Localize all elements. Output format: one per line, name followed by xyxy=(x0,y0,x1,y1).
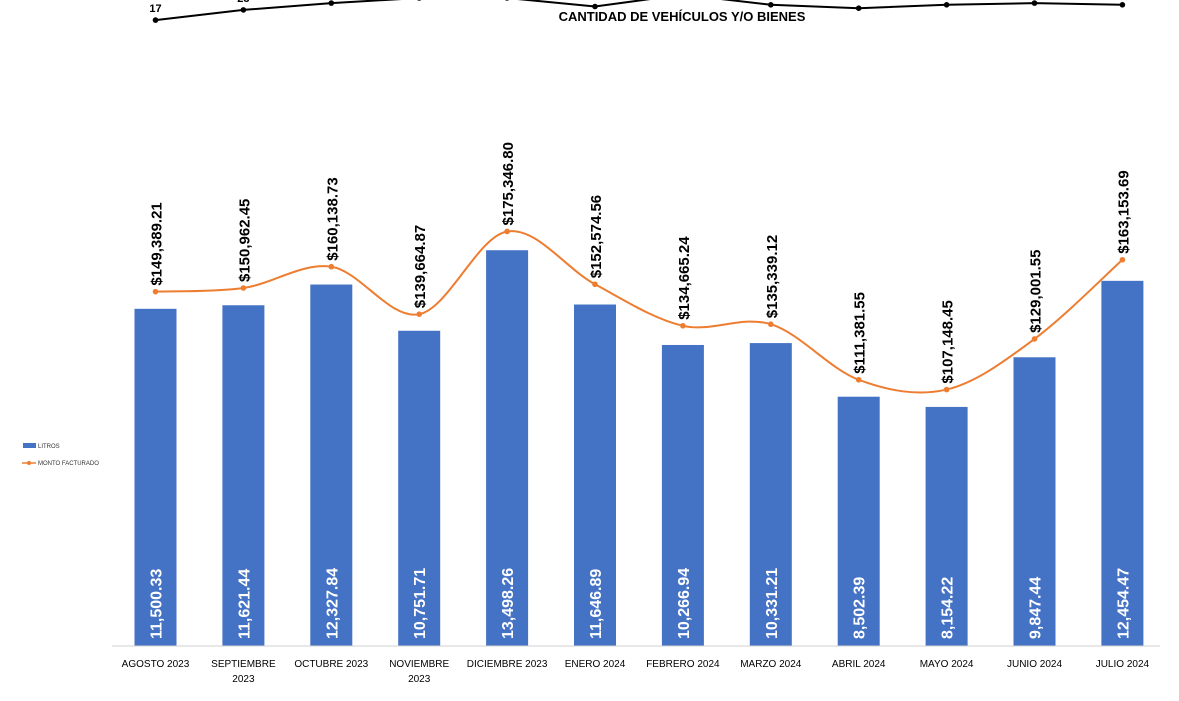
monto-facturado-label-7: $135,339.12 xyxy=(764,235,781,318)
monto-facturado-label-4: $175,346.80 xyxy=(500,142,517,225)
x-tick-label-10: JUNIO 2024 xyxy=(1007,659,1062,670)
vehicle-count-point-7 xyxy=(768,2,774,8)
x-tick-label-4: DICIEMBRE 2023 xyxy=(467,659,548,670)
monto-facturado-point-11 xyxy=(1119,256,1126,263)
bar-6 xyxy=(661,344,704,646)
monto-facturado-label-11: $163,153.69 xyxy=(1115,170,1132,253)
vehicle-count-label-0: 17 xyxy=(149,3,161,15)
bar-value-label-3: 10,751.71 xyxy=(412,568,429,639)
monto-facturado-label-9: $107,148.45 xyxy=(940,300,957,383)
bar-labels-group: 11,500.33 11,621.44 12,327.84 10,751.71 13,4… xyxy=(149,568,1133,639)
monto-facturado-label-3: $139,664.87 xyxy=(412,225,429,308)
monto-facturado-label-0: $149,389.21 xyxy=(149,202,166,285)
bar-value-label-1: 11,621.44 xyxy=(236,569,253,639)
vehicle-count-point-4 xyxy=(505,0,510,1)
monto-facturado-labels-group: $149,389.21 $150,962.45 $160,138.73 $139,66… xyxy=(149,142,1133,384)
monto-facturado-line xyxy=(155,230,1124,394)
vehicle-count-point-9 xyxy=(943,2,950,8)
vehicle-count-point-0 xyxy=(152,17,159,23)
legend: LITROS MONTO FACTURADO xyxy=(22,443,99,467)
bar-value-label-2: 12,327.84 xyxy=(324,568,341,639)
bar-value-label-9: 8,154.22 xyxy=(940,577,957,639)
vehicle-count-series: 172327303025322624262726 xyxy=(149,0,1126,23)
x-tick-label-0: AGOSTO 2023 xyxy=(122,659,190,670)
vehicle-count-point-8 xyxy=(855,5,862,11)
x-axis: AGOSTO 2023 SEPTIEMBRE 2023 OCTUBRE 2023 NOV… xyxy=(112,645,1160,685)
bar-value-label-6: 10,266.94 xyxy=(676,568,693,639)
bar-7 xyxy=(749,343,792,646)
monto-facturado-point-7 xyxy=(768,321,774,328)
legend-label-monto-facturado: MONTO FACTURADO xyxy=(38,461,99,467)
vehicle-count-point-3 xyxy=(417,0,422,1)
bar-10 xyxy=(1013,357,1056,646)
x-tick-label-1: SEPTIEMBRE xyxy=(211,659,276,670)
monto-facturado-label-5: $152,574.56 xyxy=(588,195,605,278)
x-tick-label-6: FEBRERO 2024 xyxy=(646,659,720,670)
bar-value-label-4: 13,498.26 xyxy=(500,568,517,639)
monto-facturado-point-5 xyxy=(592,281,598,288)
monto-facturado-point-3 xyxy=(416,311,423,318)
monto-facturado-label-10: $129,001.55 xyxy=(1028,250,1045,333)
x-tick-label-9: MAYO 2024 xyxy=(920,659,974,670)
monto-facturado-series xyxy=(152,228,1126,394)
chart-title: CANTIDAD DE VEHÍCULOS Y/O BIENES xyxy=(559,9,806,24)
legend-label-litros: LITROS xyxy=(38,444,60,450)
vehicle-count-point-1 xyxy=(240,7,247,13)
vehicle-count-point-5 xyxy=(592,3,598,10)
monto-facturado-point-6 xyxy=(680,322,686,329)
x-tick-label-5: ENERO 2024 xyxy=(565,659,626,670)
monto-facturado-point-9 xyxy=(943,386,950,393)
vehicle-count-point-10 xyxy=(1031,0,1038,6)
bar-2 xyxy=(310,284,353,646)
monto-facturado-point-0 xyxy=(152,288,159,295)
monto-facturado-label-8: $111,381.55 xyxy=(852,292,869,374)
bar-1 xyxy=(222,305,265,646)
bar-value-label-10: 9,847.44 xyxy=(1028,577,1045,639)
vehicle-count-label-1: 23 xyxy=(237,0,249,5)
bar-5 xyxy=(574,304,616,646)
x-tick-label-8: ABRIL 2024 xyxy=(832,659,886,670)
x-tick-label-2: OCTUBRE 2023 xyxy=(294,659,368,670)
bar-4 xyxy=(486,250,529,646)
bar-value-label-5: 11,646.89 xyxy=(588,569,605,639)
vehicle-count-label-8: 24 xyxy=(853,0,866,3)
monto-facturado-point-2 xyxy=(328,263,335,270)
monto-facturado-label-1: $150,962.45 xyxy=(236,199,253,282)
x-tick-label-7: MARZO 2024 xyxy=(740,659,802,670)
bar-value-label-7: 10,331.21 xyxy=(764,568,781,639)
bar-value-label-0: 11,500.33 xyxy=(149,569,166,639)
vehicle-count-point-11 xyxy=(1119,2,1126,8)
monto-facturado-label-6: $134,665.24 xyxy=(676,236,693,320)
vehicle-count-point-2 xyxy=(328,0,335,6)
bar-0 xyxy=(134,308,177,646)
legend-swatch-litros xyxy=(23,443,36,448)
monto-facturado-label-2: $160,138.73 xyxy=(324,177,341,260)
bar-9 xyxy=(925,406,968,646)
monto-facturado-point-8 xyxy=(855,376,862,383)
x-tick-label-1-line2: 2023 xyxy=(232,674,255,685)
bar-8 xyxy=(837,396,880,646)
monto-facturado-point-4 xyxy=(504,228,510,235)
bar-value-label-8: 8,502.39 xyxy=(852,577,869,639)
x-tick-label-11: JULIO 2024 xyxy=(1096,659,1150,670)
bar-11 xyxy=(1101,280,1144,646)
bar-value-label-11: 12,454.47 xyxy=(1115,568,1132,639)
legend-marker-monto-facturado xyxy=(27,461,31,465)
monto-facturado-point-10 xyxy=(1031,336,1038,342)
bar-3 xyxy=(398,330,441,646)
vehicle-count-label-5: 25 xyxy=(589,0,601,2)
monto-facturado-point-1 xyxy=(240,285,247,291)
bars-group xyxy=(134,250,1144,646)
vehicle-count-line xyxy=(155,0,1123,22)
x-tick-label-3: NOVIEMBRE xyxy=(389,659,449,670)
x-tick-label-3-line2: 2023 xyxy=(408,674,431,685)
